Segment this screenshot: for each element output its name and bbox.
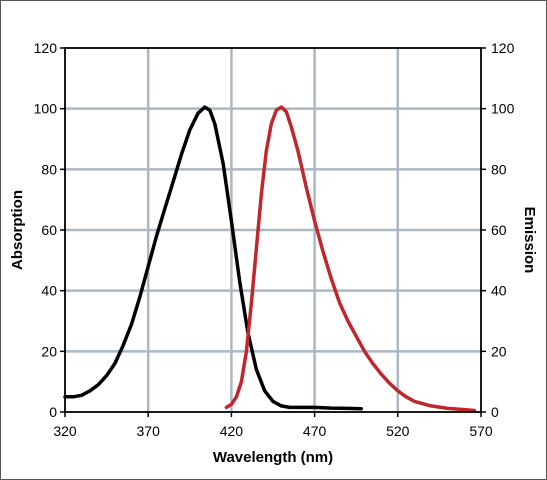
axes bbox=[60, 47, 486, 417]
y2-tick-label: 0 bbox=[491, 404, 499, 420]
y-tick-label: 100 bbox=[34, 101, 58, 117]
y-tick-label: 120 bbox=[34, 40, 58, 56]
y2-axis-title: Emission bbox=[521, 207, 538, 274]
x-tick-label: 370 bbox=[137, 423, 161, 439]
x-tick-label: 470 bbox=[303, 423, 327, 439]
tick-labels: 320 370 420 470 520 570 0 20 40 60 80 100 120 0 20 40 60… bbox=[34, 40, 515, 439]
y-tick-label: 0 bbox=[49, 404, 57, 420]
x-tick-label: 320 bbox=[53, 423, 77, 439]
y-tick-label: 20 bbox=[41, 343, 57, 359]
y-tick-label: 40 bbox=[41, 283, 57, 299]
x-tick-label: 420 bbox=[220, 423, 244, 439]
y-tick-label: 60 bbox=[41, 222, 57, 238]
y2-tick-label: 20 bbox=[491, 343, 507, 359]
y2-tick-label: 120 bbox=[491, 40, 515, 56]
absorption-series-line bbox=[63, 105, 363, 411]
x-tick-label: 520 bbox=[386, 423, 410, 439]
x-tick-label: 570 bbox=[469, 423, 493, 439]
y2-tick-label: 40 bbox=[491, 283, 507, 299]
grid bbox=[65, 48, 481, 412]
x-axis-title: Wavelength (nm) bbox=[213, 449, 333, 466]
y2-tick-label: 60 bbox=[491, 222, 507, 238]
series-layer bbox=[63, 105, 477, 413]
y2-tick-label: 100 bbox=[491, 101, 515, 117]
y-axis-title: Absorption bbox=[9, 190, 26, 270]
y2-tick-label: 80 bbox=[491, 161, 507, 177]
y-tick-label: 80 bbox=[41, 161, 57, 177]
emission-series-line bbox=[224, 105, 477, 413]
